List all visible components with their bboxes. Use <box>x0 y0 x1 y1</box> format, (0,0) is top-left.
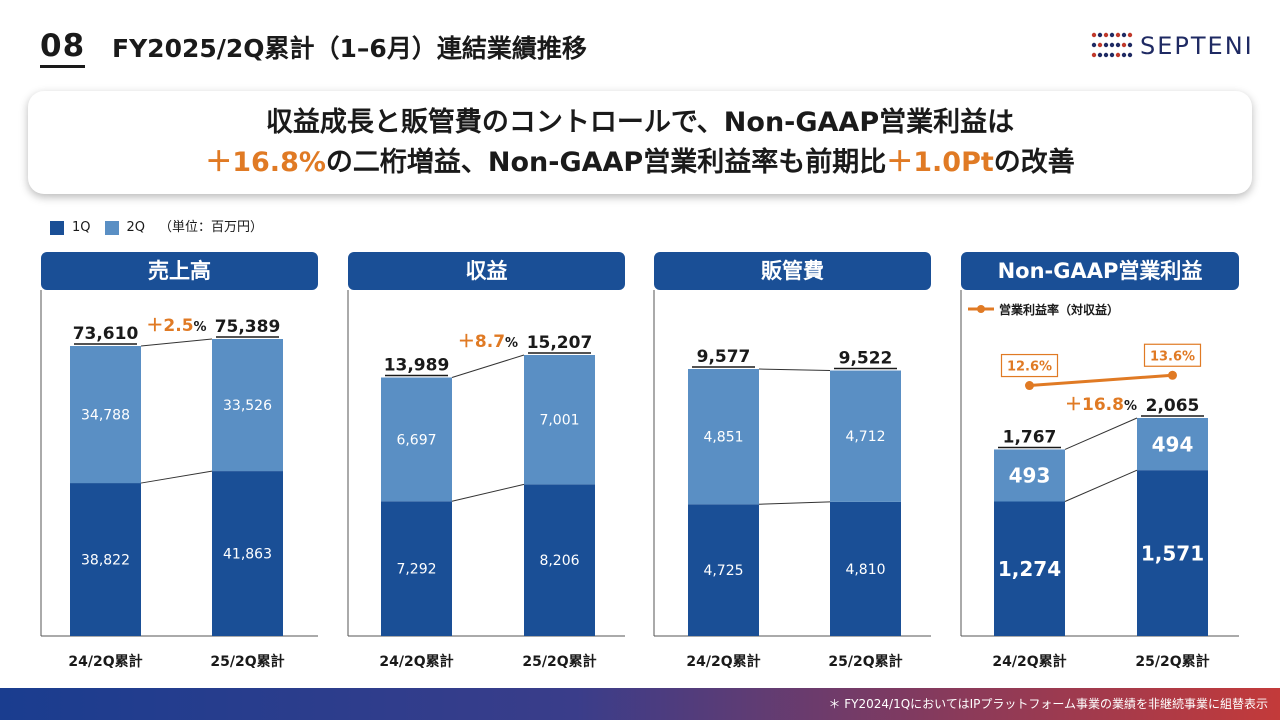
headline-line2-end: の改善 <box>993 147 1075 178</box>
headline-line2: ＋16.8%の二桁増益、Non-GAAP営業利益率も前期比＋1.0Ptの改善 <box>28 143 1252 183</box>
data-label-2q: 33,526 <box>223 398 272 414</box>
data-label-2q: 7,001 <box>539 413 579 429</box>
data-label-2q: 493 <box>1009 464 1051 488</box>
connector-total <box>758 368 831 372</box>
connector-total <box>1064 417 1138 450</box>
x-tick-label: 25/2Q累計 <box>828 653 902 670</box>
data-label-2q: 494 <box>1152 432 1194 456</box>
margin-line <box>1029 373 1173 388</box>
septeni-logo: SEPTENI <box>1090 26 1280 66</box>
footer-bar <box>0 688 1280 720</box>
legend-label-1q: 1Q <box>72 220 91 235</box>
x-tick-label: 24/2Q累計 <box>68 653 142 670</box>
connector-total <box>140 338 213 347</box>
headline-line1: 収益成長と販管費のコントロールで、Non-GAAP営業利益は <box>265 107 1015 138</box>
bar-2q <box>994 449 1065 502</box>
margin-label: 13.6% <box>1150 349 1195 364</box>
legend: 1Q 2Q （単位：百万円） <box>50 220 263 237</box>
growth-label: ＋8.7% <box>458 332 518 352</box>
legend-unit: （単位：百万円） <box>159 220 264 235</box>
x-tick-label: 24/2Q累計 <box>992 653 1066 670</box>
total-label: 13,989 <box>384 356 450 376</box>
total-label: 1,767 <box>1003 427 1057 447</box>
bar-1q <box>524 484 595 636</box>
bar-1q <box>688 504 759 636</box>
panel-header-revenue: 売上高 <box>41 252 318 290</box>
panel-header-nongaap-op: Non-GAAP営業利益 <box>961 252 1239 290</box>
connector-1q <box>140 470 213 484</box>
data-label-1q: 4,725 <box>703 563 743 579</box>
growth-label: ＋2.5% <box>146 316 206 336</box>
headline-callout: 収益成長と販管費のコントロールで、Non-GAAP営業利益は ＋16.8%の二桁… <box>28 91 1252 194</box>
x-tick-label: 25/2Q累計 <box>1135 653 1209 670</box>
margin-point <box>1025 381 1034 391</box>
margin-legend-marker <box>977 305 985 313</box>
bar-1q <box>212 471 283 636</box>
total-label: 9,577 <box>697 347 751 367</box>
data-label-2q: 34,788 <box>81 408 130 424</box>
total-label: 2,065 <box>1146 396 1200 416</box>
bar-1q <box>830 501 901 636</box>
data-label-1q: 1,274 <box>998 557 1061 581</box>
bar-1q <box>70 483 141 636</box>
legend-swatch-2q <box>104 221 119 235</box>
total-label: 9,522 <box>839 349 893 369</box>
data-label-1q: 7,292 <box>396 562 436 578</box>
total-label: 73,610 <box>73 324 139 344</box>
connector-1q <box>1064 469 1138 502</box>
connector-total <box>451 354 525 378</box>
bar-2q <box>1137 418 1208 471</box>
slide-number: 08 <box>40 28 86 68</box>
total-label: 75,389 <box>215 317 281 337</box>
data-label-1q: 4,810 <box>845 562 885 578</box>
connector-1q <box>451 483 525 502</box>
bar-2q <box>212 339 283 472</box>
margin-label-box <box>1000 353 1059 378</box>
connector-1q <box>758 501 831 505</box>
data-label-2q: 6,697 <box>396 432 436 448</box>
margin-improvement-highlight: ＋1.0Pt <box>886 147 994 178</box>
legend-label-2q: 2Q <box>126 220 146 235</box>
margin-legend-label: 営業利益率（対収益） <box>999 302 1119 317</box>
bar-2q <box>70 346 141 484</box>
data-label-2q: 4,851 <box>703 430 743 446</box>
growth-label: ＋16.8% <box>1065 395 1137 415</box>
footer-note: ＊ FY2024/1QにおいてはIPプラットフォーム事業の業績を非継続事業に組替… <box>828 697 1268 711</box>
panel-header-income: 収益 <box>348 252 625 290</box>
logo-text: SEPTENI <box>1140 32 1254 60</box>
slide-title: FY2025/2Q累計（1–6月）連結業績推移 <box>112 34 587 63</box>
data-label-1q: 41,863 <box>223 547 272 563</box>
bar-1q <box>994 501 1065 636</box>
margin-point <box>1168 370 1177 380</box>
bar-1q <box>381 501 452 636</box>
headline-line2-mid: の二桁増益、Non-GAAP営業利益率も前期比 <box>325 147 887 178</box>
bar-2q <box>688 369 759 505</box>
data-label-1q: 38,822 <box>81 553 130 569</box>
logo-dots-icon <box>1091 32 1133 58</box>
bar-2q <box>524 355 595 485</box>
margin-label-box <box>1143 343 1202 367</box>
x-tick-label: 24/2Q累計 <box>686 653 760 670</box>
margin-label: 12.6% <box>1007 360 1052 375</box>
total-label: 15,207 <box>527 333 593 353</box>
x-tick-label: 25/2Q累計 <box>522 653 596 670</box>
profit-growth-highlight: ＋16.8% <box>205 147 326 178</box>
bar-2q <box>830 370 901 502</box>
x-tick-label: 25/2Q累計 <box>210 653 284 670</box>
data-label-2q: 4,712 <box>845 429 885 445</box>
x-tick-label: 24/2Q累計 <box>379 653 453 670</box>
panel-header-sga: 販管費 <box>654 252 931 290</box>
data-label-1q: 1,571 <box>1141 541 1204 565</box>
data-label-1q: 8,206 <box>539 553 579 569</box>
legend-swatch-1q <box>50 221 64 235</box>
bar-2q <box>381 377 452 502</box>
bar-1q <box>1137 470 1208 636</box>
